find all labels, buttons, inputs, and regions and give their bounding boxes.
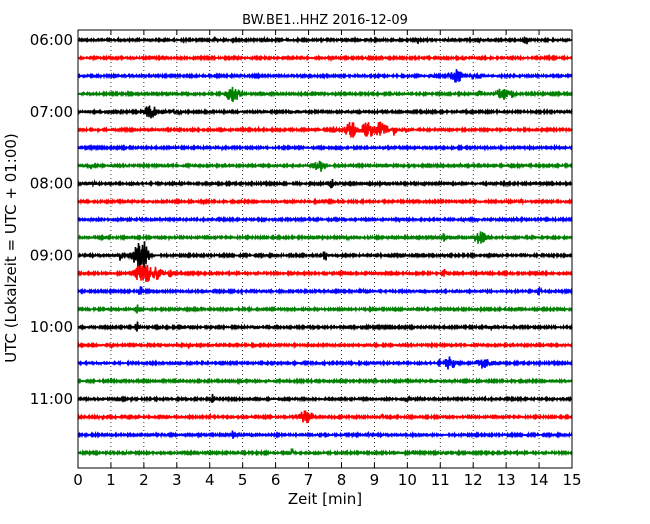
trace-0915: [77, 264, 573, 283]
y-tick-label: 08:00: [30, 175, 73, 193]
x-tick-label: 10: [398, 471, 417, 489]
trace-0800: [77, 179, 573, 189]
trace-0745: [77, 160, 573, 172]
trace-0630: [77, 69, 573, 83]
x-axis-ticks: 0 1 2 3 4 5 6 7 8 9 10 11 12 13 14 15: [73, 30, 582, 489]
trace-1000: [77, 321, 573, 332]
x-tick-label: 5: [238, 471, 248, 489]
trace-0700: [77, 105, 573, 119]
plot-frame: [77, 29, 573, 469]
y-tick-label: 06:00: [30, 31, 73, 49]
trace-0615: [77, 53, 573, 63]
x-tick-label: 9: [370, 471, 380, 489]
trace-0830: [77, 215, 573, 224]
y-axis-ticks: 06:00 07:00 08:00 09:00 10:00 11:00: [30, 31, 572, 408]
trace-0945: [77, 304, 573, 314]
trace-1030: [77, 356, 573, 370]
plot-background: [78, 30, 572, 468]
trace-0845: [77, 231, 573, 244]
x-axis-label: Zeit [min]: [288, 490, 362, 508]
trace-0900: [77, 241, 573, 274]
y-axis-label: UTC (Lokalzeit = UTC + 01:00): [2, 133, 20, 363]
trace-1015: [77, 341, 573, 350]
trace-1115: [77, 410, 573, 424]
x-tick-label: 13: [497, 471, 516, 489]
seismic-traces: [77, 35, 573, 457]
trace-0815: [77, 197, 573, 206]
x-tick-label: 8: [337, 471, 347, 489]
x-tick-label: 12: [464, 471, 483, 489]
trace-1130: [77, 430, 573, 440]
x-tick-label: 0: [73, 471, 83, 489]
x-tick-label: 14: [530, 471, 549, 489]
x-tick-label: 3: [172, 471, 182, 489]
x-tick-label: 15: [562, 471, 581, 489]
x-tick-label: 2: [139, 471, 149, 489]
trace-0715: [77, 121, 573, 138]
x-tick-label: 11: [431, 471, 450, 489]
trace-1100: [77, 393, 573, 404]
y-tick-label: 10:00: [30, 318, 73, 336]
y-tick-label: 07:00: [30, 103, 73, 121]
trace-1045: [77, 376, 573, 386]
trace-0730: [77, 143, 573, 152]
y-tick-label: 11:00: [30, 390, 73, 408]
x-tick-label: 1: [106, 471, 116, 489]
trace-0930: [77, 286, 573, 296]
trace-0600: [77, 35, 573, 45]
x-tick-label: 4: [205, 471, 215, 489]
x-tick-label: 6: [271, 471, 281, 489]
y-tick-label: 09:00: [30, 246, 73, 264]
chart-title: BW.BE1..HHZ 2016-12-09: [242, 13, 408, 28]
trace-1145: [77, 448, 573, 457]
x-tick-label: 7: [304, 471, 314, 489]
trace-0645: [77, 86, 573, 102]
